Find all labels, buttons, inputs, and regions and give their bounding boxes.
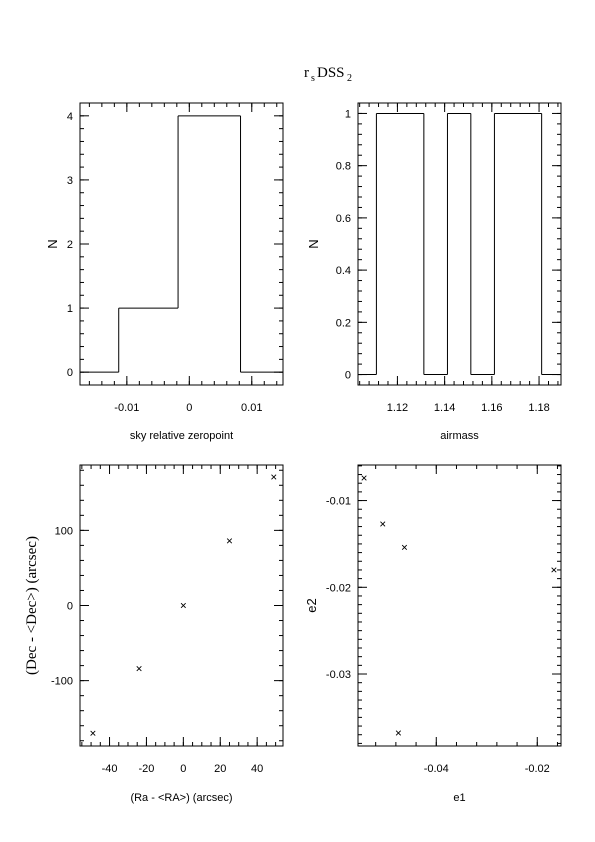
scatter-point xyxy=(271,474,277,480)
scatter-point xyxy=(136,665,142,672)
y-tick-label: 1 xyxy=(345,108,351,120)
x-tick-label: -20 xyxy=(138,763,154,775)
scatter-point xyxy=(395,730,402,736)
scatter-point xyxy=(180,602,186,609)
x-tick-label: 40 xyxy=(251,763,263,775)
x-tick-label: -0.02 xyxy=(525,763,550,775)
figure-title: r s DSS 2 xyxy=(304,65,352,84)
y-tick-label: 1 xyxy=(67,303,73,315)
y-tick-label: 2 xyxy=(67,239,73,251)
plot-frame xyxy=(79,464,284,747)
x-tick-label: 0 xyxy=(186,402,192,414)
x-tick-label: 1.18 xyxy=(528,402,549,414)
plot-frame xyxy=(79,102,284,386)
zeropoint-histogram-panel: -0.01 0 0.01 0 1 2 3 4 sky relative zeropoint N xyxy=(45,102,284,442)
plot-frame xyxy=(357,102,562,386)
y-tick-label: 100 xyxy=(55,525,73,537)
y-axis-label: N xyxy=(306,239,321,248)
x-tick-label: -0.04 xyxy=(424,763,449,775)
y-tick-label: 0 xyxy=(67,601,73,613)
y-tick-label: 4 xyxy=(67,111,73,123)
y-tick-label: 0.6 xyxy=(336,213,351,225)
x-tick-label: -0.01 xyxy=(114,402,139,414)
x-tick-label: -40 xyxy=(102,763,118,775)
y-tick-label: -0.03 xyxy=(326,669,351,681)
y-tick-label: 3 xyxy=(67,175,73,187)
title-subscript-1: s xyxy=(311,73,315,84)
scatter-point xyxy=(401,544,408,551)
x-axis-label: (Ra - <RA>) (arcsec) xyxy=(130,792,232,804)
x-axis-label: sky relative zeropoint xyxy=(130,430,233,442)
radec-scatter-panel: -40 -20 0 20 40 -100 0 100 (Ra - <RA>) (arcsec) (… xyxy=(24,464,284,804)
y-tick-label: -0.02 xyxy=(326,582,351,594)
y-tick-label: 0 xyxy=(345,370,351,382)
scatter-point xyxy=(551,567,557,573)
y-tick-label: -100 xyxy=(51,676,73,688)
x-axis-label: airmass xyxy=(440,430,479,442)
x-tick-label: 0 xyxy=(180,763,186,775)
x-tick-label: 0.01 xyxy=(241,402,262,414)
y-tick-label: 0.2 xyxy=(336,317,351,329)
ellipticity-scatter-panel: -0.04 -0.02 -0.01 -0.02 -0.03 e1 e2 xyxy=(304,464,562,804)
x-tick-label: 1.14 xyxy=(434,402,455,414)
x-tick-label: 1.12 xyxy=(387,402,408,414)
y-tick-label: 0.4 xyxy=(336,265,351,277)
y-tick-label: 0 xyxy=(67,367,73,379)
y-tick-label: -0.01 xyxy=(326,496,351,508)
scatter-point xyxy=(90,730,96,736)
y-axis-label: N xyxy=(45,239,60,248)
x-tick-label: 1.16 xyxy=(481,402,502,414)
airmass-histogram-panel: 1.12 1.14 1.16 1.18 0 0.2 0.4 0.6 0.8 1 airmass N xyxy=(306,102,562,442)
plot-frame xyxy=(357,464,562,747)
scatter-point xyxy=(226,538,233,544)
scatter-point xyxy=(380,521,386,527)
x-tick-label: 20 xyxy=(214,763,226,775)
title-main: r xyxy=(304,65,309,81)
title-subscript-2: 2 xyxy=(347,73,352,84)
title-mid: DSS xyxy=(317,65,345,81)
y-axis-label: e2 xyxy=(304,598,319,612)
y-axis-label: (Dec - <Dec>) (arcsec) xyxy=(24,536,40,675)
x-axis-label: e1 xyxy=(453,792,465,804)
y-tick-label: 0.8 xyxy=(336,161,351,173)
scatter-point xyxy=(361,475,367,481)
